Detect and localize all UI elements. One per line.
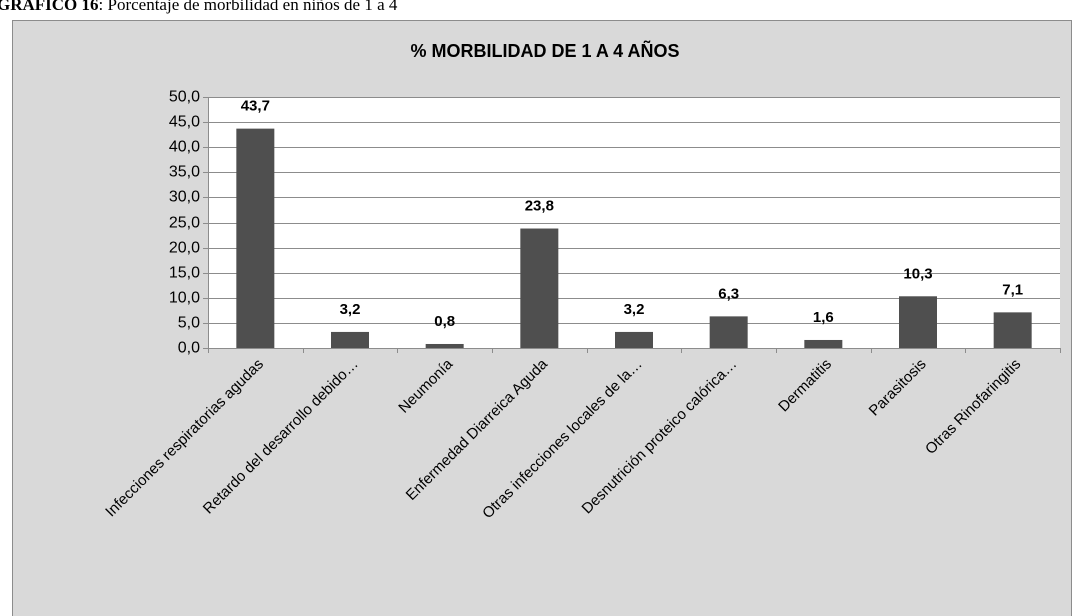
value-label: 0,8 (434, 313, 455, 330)
value-label: 3,2 (340, 301, 361, 318)
y-tick-label: 50,0 (169, 89, 200, 106)
bar (236, 128, 275, 348)
bar (331, 331, 369, 348)
value-label: 43,7 (241, 98, 270, 115)
value-label: 6,3 (718, 285, 739, 302)
y-tick-label: 15,0 (169, 265, 200, 282)
y-tick-label: 35,0 (169, 164, 200, 181)
value-label: 7,1 (1002, 281, 1023, 298)
y-tick-label: 5,0 (178, 315, 200, 332)
bar (425, 343, 464, 348)
y-tick-label: 25,0 (169, 215, 200, 232)
y-tick-label: 10,0 (169, 290, 200, 307)
caption-label: GRÁFICO 16 (0, 0, 99, 14)
y-tick-label: 45,0 (169, 114, 200, 131)
bar (615, 331, 653, 348)
bar (804, 339, 843, 348)
bar (899, 296, 937, 348)
caption: GRÁFICO 16: Porcentaje de morbilidad en … (0, 0, 398, 14)
value-label: 3,2 (624, 301, 645, 318)
y-tick-label: 40,0 (169, 139, 200, 156)
y-tick-label: 30,0 (169, 189, 200, 206)
y-tick-label: 0,0 (178, 340, 200, 357)
chart-title: % MORBILIDAD DE 1 A 4 AÑOS (410, 40, 679, 61)
value-label: 23,8 (525, 197, 554, 214)
value-label: 10,3 (903, 265, 932, 282)
y-tick-label: 20,0 (169, 240, 200, 257)
bar (709, 316, 748, 348)
value-label: 1,6 (813, 309, 834, 326)
bar (993, 312, 1032, 348)
bar (520, 228, 559, 348)
caption-text: : Porcentaje de morbilidad en niños de 1… (99, 0, 398, 14)
